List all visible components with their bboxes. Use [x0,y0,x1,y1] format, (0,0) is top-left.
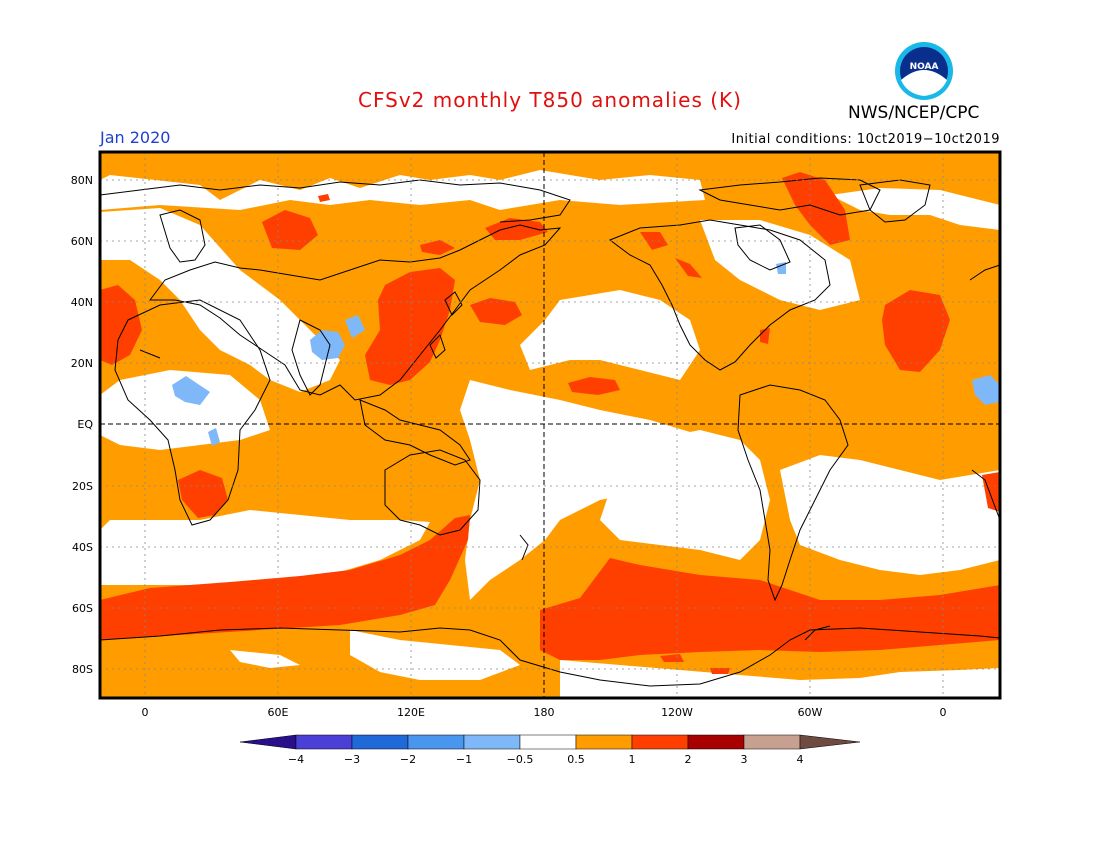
lat-label: 40N [71,296,93,309]
lat-label: 80N [71,174,93,187]
lat-label: 60N [71,235,93,248]
colorbar-swatch [743,734,801,750]
coastlines [99,177,1001,687]
lat-label: 60S [72,602,93,615]
colorbar-swatch [687,734,745,750]
colorbar [239,734,861,750]
colorbar-swatch [519,734,577,750]
graticule [100,152,1000,698]
map-frame [98,150,1002,700]
lon-label: 0 [142,706,149,719]
lon-label: 180 [534,706,555,719]
colorbar-label: 2 [685,753,692,766]
lat-label: 20S [72,480,93,493]
logo-text: NOAA [910,62,939,72]
colorbar-swatch [239,734,297,750]
colorbar-label: −0.5 [507,753,534,766]
lat-label: EQ [77,418,93,431]
lat-label: 40S [72,541,93,554]
lon-label: 0 [940,706,947,719]
colorbar-labels: −4 −3 −2 −1 −0.5 0.5 1 2 3 4 [288,753,804,766]
colorbar-label: −1 [456,753,472,766]
lon-label: 60E [268,706,289,719]
anomaly-fill-layer [100,152,1000,698]
reference-lines [100,152,1000,698]
noaa-logo: NOAA [893,40,955,106]
colorbar-label: −3 [344,753,360,766]
colorbar-swatch [407,734,465,750]
lon-labels: 0 60E 120E 180 120W 60W 0 [142,706,947,719]
colorbar-swatch [351,734,409,750]
colorbar-label: 1 [629,753,636,766]
colorbar-swatch [631,734,689,750]
initial-conditions: Initial conditions: 10ct2019−10ct2019 [731,132,1000,147]
lon-label: 60W [798,706,823,719]
colorbar-label: −2 [400,753,416,766]
colorbar-label: 0.5 [567,753,585,766]
colorbar-label: −4 [288,753,304,766]
organization-label: NWS/NCEP/CPC [848,103,980,123]
colorbar-label: 4 [797,753,804,766]
lon-label: 120W [661,706,693,719]
colorbar-swatch [575,734,633,750]
map-title: CFSv2 monthly T850 anomalies (K) [358,88,742,112]
colorbar-swatch [799,734,861,750]
colorbar-swatch [463,734,521,750]
lon-label: 120E [397,706,425,719]
lat-label: 80S [72,663,93,676]
lat-label: 20N [71,357,93,370]
colorbar-label: 3 [741,753,748,766]
colorbar-swatch [295,734,353,750]
valid-month: Jan 2020 [100,128,171,147]
lat-labels: 80N 60N 40N 20N EQ 20S 40S 60S 80S [71,174,94,676]
